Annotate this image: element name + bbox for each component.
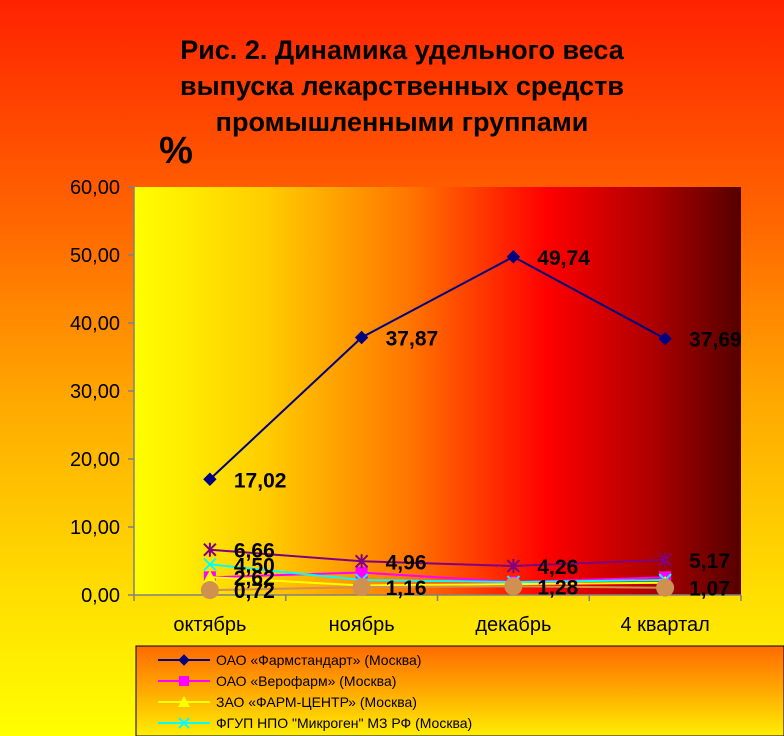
data-label: 4,96	[386, 551, 427, 574]
legend-entry: ОАО «Фармстандарт» (Москва)	[158, 652, 421, 668]
series-point	[354, 554, 369, 569]
series-point	[656, 578, 675, 597]
data-labels-layer: 17,02 37,87 49,74 37,69 2,624,506,66 4,96 4,26…	[234, 247, 742, 603]
legend: ОАО «Фармстандарт» (Москва) ОАО «Верофарм…	[158, 652, 472, 731]
plot-area	[134, 187, 741, 595]
legend-label: ФГУП НПО "Микроген" МЗ РФ (Москва)	[216, 715, 472, 731]
legend-marker	[178, 654, 190, 666]
x-tick-label: 4 квартал	[620, 614, 709, 636]
y-tick-label: 50,00	[70, 245, 120, 267]
series-line	[209, 571, 666, 584]
series-6	[200, 577, 675, 600]
legend-label: ОАО «Верофарм» (Москва)	[216, 673, 396, 689]
y-tick-label: 20,00	[70, 449, 120, 471]
series-point	[506, 559, 521, 574]
series-point	[354, 330, 369, 345]
data-label: 17,02	[234, 469, 287, 492]
series-point	[200, 581, 219, 600]
series-point	[355, 566, 368, 579]
series-point	[658, 332, 672, 346]
legend-entry: ФГУП НПО "Микроген" МЗ РФ (Москва)	[158, 715, 472, 731]
series-1	[203, 250, 672, 486]
data-label: 1,16	[386, 577, 427, 600]
series-line	[209, 585, 666, 592]
data-label: 1,07	[689, 578, 730, 601]
data-label: 0,72	[234, 580, 275, 603]
series-line	[209, 548, 666, 568]
y-axis-unit-label: %	[159, 130, 193, 172]
data-label: 4,26	[537, 556, 578, 579]
legend-entry: ЗАО «ФАРМ-ЦЕНТР» (Москва)	[158, 694, 417, 710]
legend-marker	[178, 696, 190, 707]
series-point	[506, 250, 521, 264]
data-label: 6,66	[234, 540, 275, 563]
x-tick-label: ноябрь	[329, 614, 395, 636]
series-point	[203, 472, 217, 486]
series-layer	[200, 250, 675, 600]
series-point	[352, 578, 371, 597]
y-tick-label: 0,00	[81, 585, 120, 607]
chart-title-line-2: выпуска лекарственных средств	[180, 71, 624, 101]
axes: 0,00 10,00 20,00 30,00 40,00 50,00 60,00 октябр…	[70, 177, 742, 636]
data-label: 37,69	[689, 329, 742, 352]
data-label: 49,74	[537, 247, 590, 270]
legend-label: ЗАО «ФАРМ-ЦЕНТР» (Москва)	[216, 694, 417, 710]
legend-entry: ОАО «Верофарм» (Москва)	[158, 673, 396, 689]
series-point	[658, 552, 672, 567]
chart-title-line-1: Рис. 2. Динамика удельного веса	[180, 35, 625, 65]
legend-box	[135, 645, 784, 736]
chart-title: Рис. 2. Динамика удельного веса выпуска …	[180, 35, 625, 137]
data-label: 1,28	[537, 576, 578, 599]
series-line	[209, 255, 666, 480]
series-line	[209, 563, 666, 584]
series-point	[504, 577, 523, 596]
y-tick-label: 30,00	[70, 381, 120, 403]
series-point	[203, 542, 217, 557]
series-5	[203, 542, 672, 574]
legend-marker	[178, 717, 190, 729]
y-tick-label: 60,00	[70, 177, 120, 199]
legend-label: ОАО «Фармстандарт» (Москва)	[216, 652, 421, 668]
chart-title-line-3: промышленными группами	[216, 107, 589, 137]
x-tick-label: декабрь	[475, 614, 551, 636]
series-point	[202, 570, 217, 584]
series-line	[209, 576, 666, 587]
data-label: 5,17	[689, 550, 730, 573]
data-label: 37,87	[386, 327, 439, 350]
data-label: 2,62	[234, 567, 275, 590]
data-label: 4,50	[234, 554, 275, 577]
y-tick-label: 40,00	[70, 313, 120, 335]
series-point	[203, 557, 217, 572]
y-tick-label: 10,00	[70, 517, 120, 539]
x-tick-label: октябрь	[173, 614, 246, 636]
legend-marker	[179, 676, 189, 686]
